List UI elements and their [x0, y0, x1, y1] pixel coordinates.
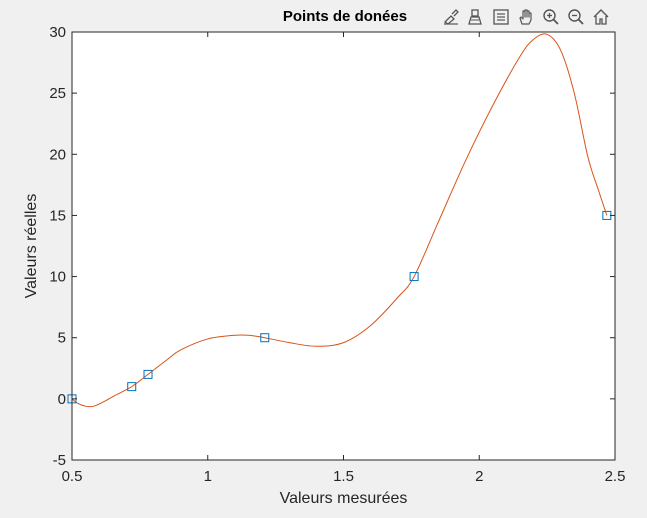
x-tick-label: 2.5 [605, 468, 626, 485]
data-point-marker [127, 382, 137, 392]
data-point-marker [409, 272, 419, 282]
fitted-curve-line [71, 33, 608, 408]
x-tick-label: 1 [204, 468, 212, 485]
y-tick-label: 10 [49, 269, 66, 286]
brush-icon[interactable] [440, 6, 462, 28]
x-tick-label: 0.5 [62, 468, 83, 485]
axes-toolbar [440, 5, 612, 29]
x-tick-label: 1.5 [333, 468, 354, 485]
y-tick-label: 25 [49, 85, 66, 102]
home-icon[interactable] [590, 6, 612, 28]
pan-hand-icon[interactable] [515, 6, 537, 28]
legend-icon[interactable] [490, 6, 512, 28]
zoom-out-icon[interactable] [565, 6, 587, 28]
x-tick-label: 2 [475, 468, 483, 485]
x-axis-label: Valeurs mesurées [279, 490, 408, 507]
zoom-in-icon[interactable] [540, 6, 562, 28]
chart-title: Points de donées [282, 8, 408, 25]
y-tick-label: 0 [58, 391, 66, 408]
y-axis-ticks: -5 0 5 10 15 20 25 30 [49, 24, 615, 469]
y-tick-label: 15 [49, 207, 66, 224]
y-tick-label: 5 [58, 330, 66, 347]
data-point-marker [143, 369, 153, 379]
axes-background [72, 32, 615, 460]
data-point-marker [260, 333, 270, 343]
x-axis-ticks: 0.5 1 1.5 2 2.5 [62, 32, 626, 485]
y-axis-label: Valeurs réelles [23, 193, 40, 299]
data-tip-icon[interactable] [465, 6, 487, 28]
y-tick-label: 30 [49, 24, 66, 41]
y-tick-label: -5 [53, 452, 66, 469]
y-tick-label: 20 [49, 146, 66, 163]
